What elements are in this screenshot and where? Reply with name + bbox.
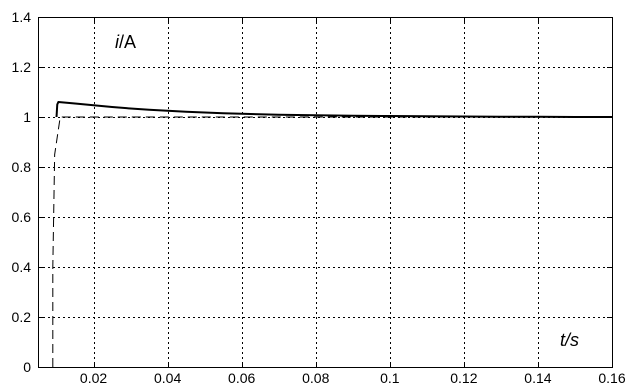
x-tick-label: 0.16 (598, 370, 625, 384)
y-tick-label: 0 (23, 359, 31, 375)
y-tick-label: 0.8 (12, 159, 32, 175)
x-tick-labels: 0.02 0.04 0.06 0.08 0.1 0.12 0.14 0.16 (80, 370, 626, 384)
y-tick-label: 1 (23, 109, 31, 125)
y-tick-label: 0.2 (12, 309, 32, 325)
x-tick-label: 0.12 (450, 370, 477, 384)
y-tick-labels: 0 0.2 0.4 0.6 0.8 1 1.2 1.4 (12, 9, 32, 375)
x-tick-label: 0.04 (154, 370, 181, 384)
x-tick-label: 0.08 (302, 370, 329, 384)
y-tick-label: 1.4 (12, 9, 32, 25)
response-current-solid-line (55, 101, 612, 118)
x-tick-label: 0.14 (524, 370, 551, 384)
x-tick-label: 0.1 (380, 370, 400, 384)
y-tick-label: 0.4 (12, 259, 32, 275)
y-quantity-annotation: i/A (115, 32, 136, 52)
series-lines (52, 101, 612, 367)
x-tick-label: 0.02 (80, 370, 107, 384)
x-quantity-annotation: t/s (560, 330, 579, 350)
grid-lines (38, 17, 612, 367)
x-unit-text: /s (563, 330, 579, 350)
x-tick-label: 0.06 (228, 370, 255, 384)
y-tick-label: 0.6 (12, 209, 32, 225)
reference-current-dashed-line (52, 116, 612, 367)
plot-area-frame (38, 17, 613, 368)
tick-marks (38, 17, 613, 368)
x-quantity-symbol: t (560, 330, 566, 350)
y-tick-label: 1.2 (12, 59, 32, 75)
y-quantity-symbol: i (115, 32, 120, 52)
y-unit-text: /A (119, 32, 136, 52)
